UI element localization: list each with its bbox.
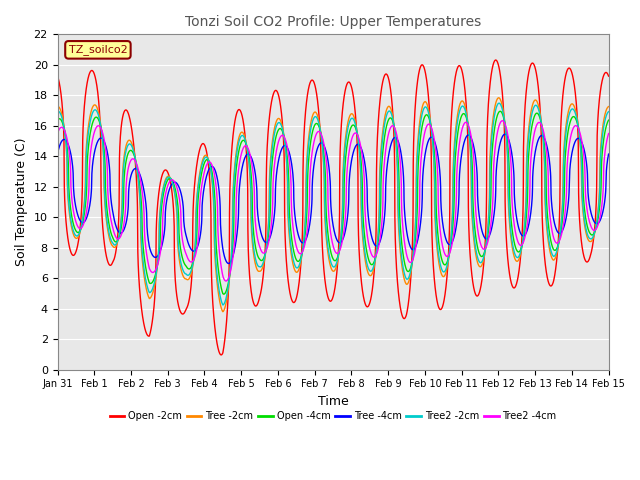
X-axis label: Time: Time — [317, 395, 348, 408]
Legend: Open -2cm, Tree -2cm, Open -4cm, Tree -4cm, Tree2 -2cm, Tree2 -4cm: Open -2cm, Tree -2cm, Open -4cm, Tree -4… — [106, 408, 561, 425]
Y-axis label: Soil Temperature (C): Soil Temperature (C) — [15, 138, 28, 266]
Title: Tonzi Soil CO2 Profile: Upper Temperatures: Tonzi Soil CO2 Profile: Upper Temperatur… — [185, 15, 481, 29]
Text: TZ_soilco2: TZ_soilco2 — [68, 44, 127, 55]
